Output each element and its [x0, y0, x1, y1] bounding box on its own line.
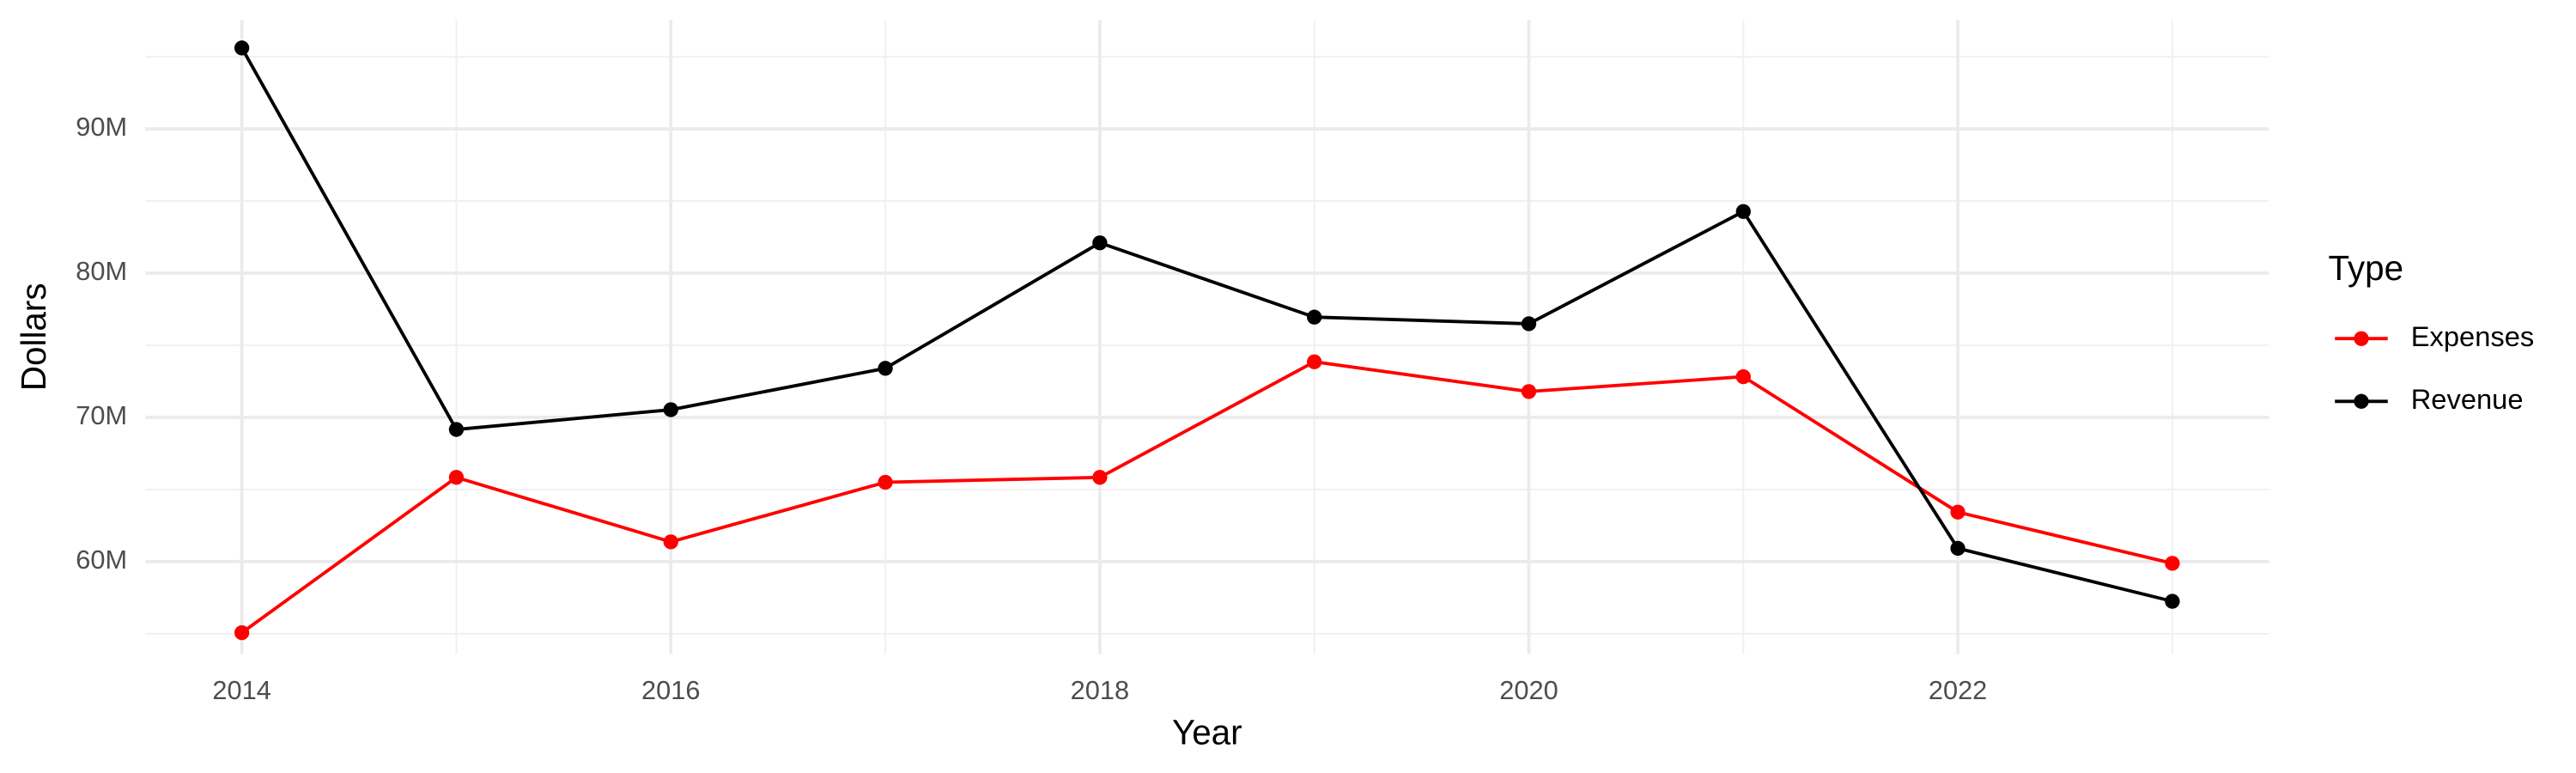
- y-axis-label: Dollars: [14, 283, 53, 391]
- data-point: [1307, 309, 1322, 325]
- data-point: [1735, 368, 1751, 385]
- legend-marker: [2354, 331, 2369, 346]
- series-line: [240, 360, 2173, 635]
- y-tick-label: 60M: [76, 545, 127, 575]
- legend-label: Revenue: [2411, 383, 2524, 415]
- data-point: [1950, 504, 1965, 520]
- x-tick-label: 2022: [1929, 675, 1987, 705]
- data-point: [878, 361, 893, 376]
- y-tick-label: 70M: [76, 400, 127, 430]
- data-point: [663, 534, 678, 550]
- legend-title: Type: [2329, 248, 2404, 288]
- data-point: [663, 402, 678, 417]
- y-tick-label: 90M: [76, 112, 127, 142]
- legend-label: Expenses: [2411, 320, 2535, 352]
- data-point: [234, 625, 250, 641]
- data-point: [234, 40, 250, 56]
- data-point: [1092, 235, 1108, 251]
- legend-marker: [2354, 393, 2369, 409]
- data-point: [448, 470, 465, 485]
- data-point: [2165, 556, 2180, 571]
- x-tick-label: 2014: [212, 675, 270, 705]
- data-point: [1735, 204, 1751, 219]
- data-point: [1521, 384, 1537, 399]
- data-point: [1521, 316, 1537, 332]
- data-point: [1307, 354, 1322, 369]
- x-tick-label: 2020: [1499, 675, 1558, 705]
- data-point: [878, 474, 893, 490]
- series-line: [240, 46, 2173, 603]
- data-point: [2165, 593, 2180, 609]
- x-tick-label: 2016: [641, 675, 700, 705]
- data-point: [1092, 470, 1108, 485]
- x-tick-label: 2018: [1071, 675, 1129, 705]
- data-point: [448, 422, 465, 437]
- y-tick-label: 80M: [76, 256, 127, 286]
- data-point: [1950, 540, 1965, 557]
- x-axis-label: Year: [1172, 712, 1242, 752]
